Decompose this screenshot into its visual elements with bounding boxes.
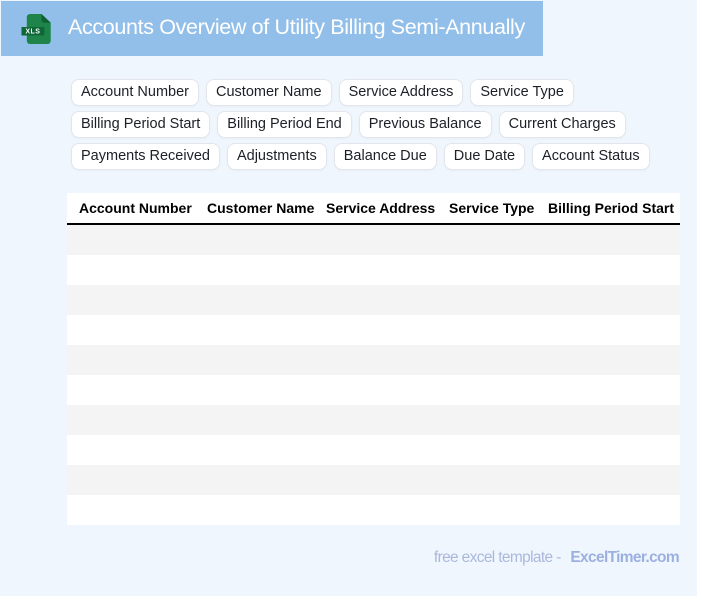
svg-text:XLS: XLS xyxy=(25,29,40,36)
